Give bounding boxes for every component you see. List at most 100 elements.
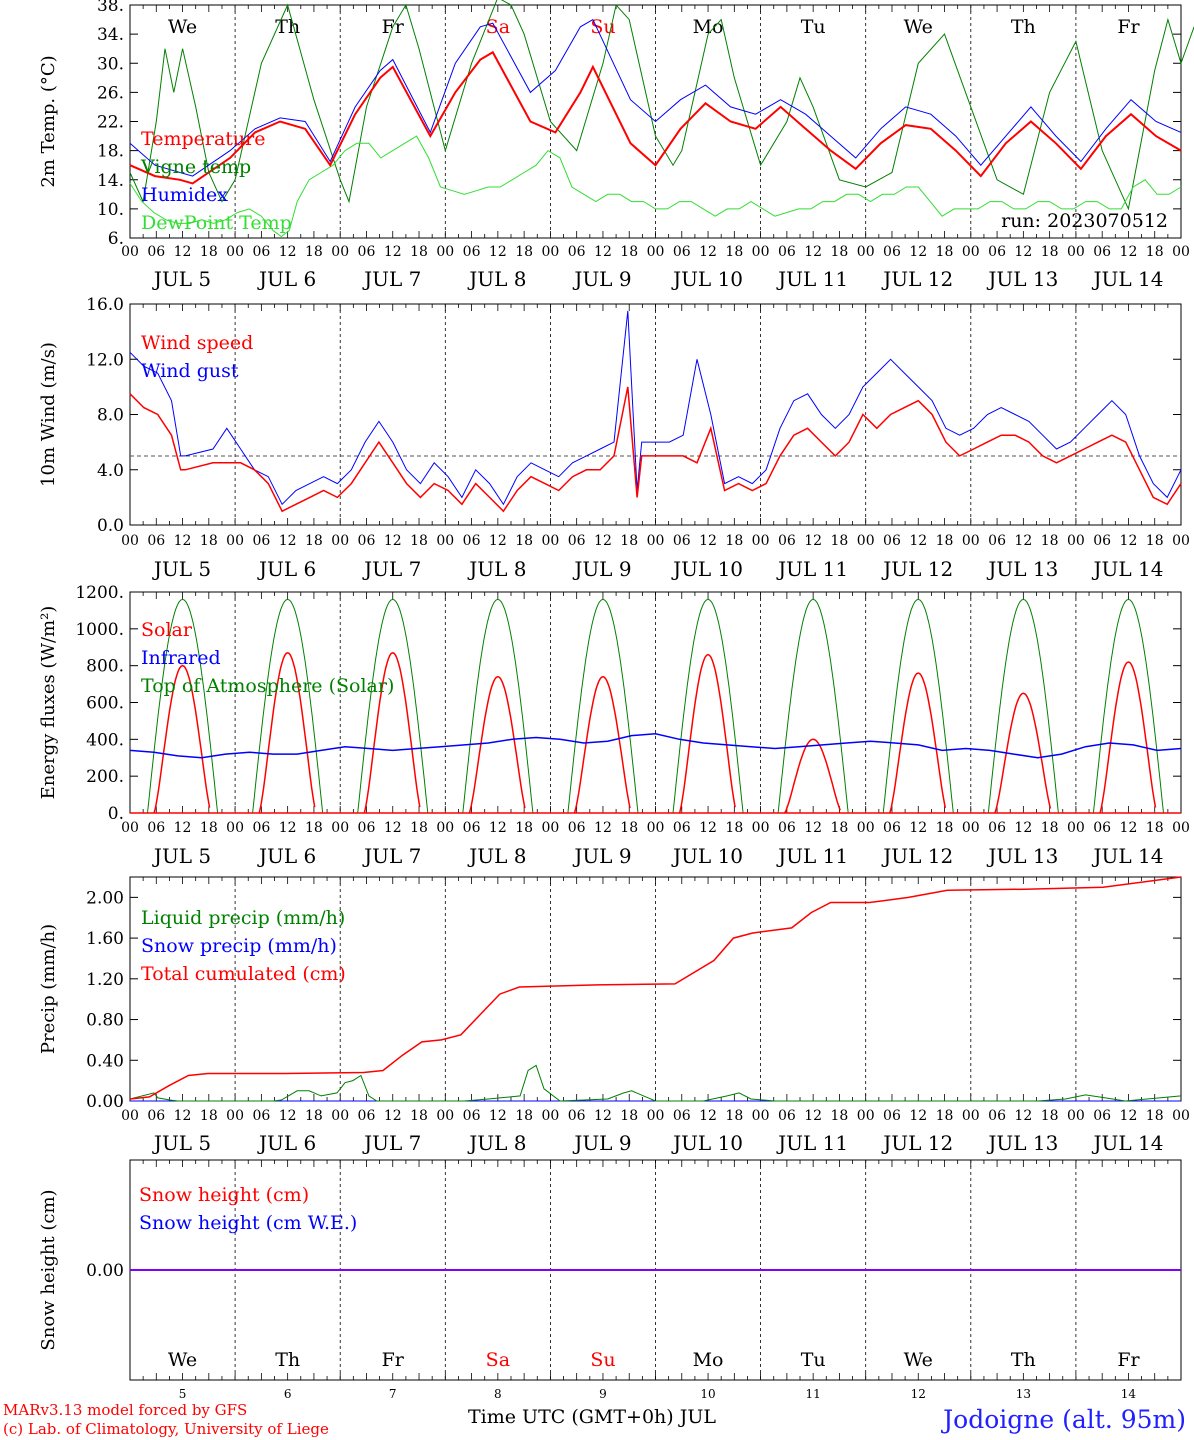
- hour-tick-label: 06: [883, 244, 901, 260]
- hour-tick-label: 18: [1041, 1108, 1059, 1124]
- hour-tick-label: 06: [358, 533, 376, 549]
- date-label: JUL 13: [986, 557, 1058, 581]
- toa-solar-curve: [987, 598, 1059, 814]
- day-name-label: Mo: [693, 16, 724, 38]
- toa-solar-curve: [777, 598, 849, 814]
- hour-tick-label: 06: [1093, 1108, 1111, 1124]
- hour-tick-label: 06: [252, 820, 270, 836]
- hour-tick-label: 06: [673, 533, 691, 549]
- hour-tick-label: 00: [226, 820, 244, 836]
- hour-tick-label: 18: [936, 533, 954, 549]
- y-tick-label: 6.: [108, 229, 124, 249]
- hour-tick-label: 00: [331, 244, 349, 260]
- hour-tick-label: 06: [988, 1108, 1006, 1124]
- date-label: JUL 7: [362, 557, 421, 581]
- footer-model: MARv3.13 model forced by GFS: [3, 1401, 247, 1419]
- legend-entry: Snow precip (mm/h): [141, 935, 337, 957]
- humidex-line: [129, 18, 1182, 177]
- hour-tick-label: 00: [541, 820, 559, 836]
- day-name-label: Sa: [486, 16, 510, 38]
- date-label: JUL 9: [572, 1131, 631, 1155]
- hour-tick-label: 12: [174, 244, 192, 260]
- hour-tick-label: 18: [200, 1108, 218, 1124]
- y-axis-3: 0. 200. 400. 600. 800. 1000. 1200. Energy fluxe…: [38, 583, 1181, 824]
- hour-tick-label: 12: [909, 820, 927, 836]
- hour-tick-label: 06: [883, 820, 901, 836]
- hour-tick-label: 18: [200, 820, 218, 836]
- hour-tick-label: 18: [515, 820, 533, 836]
- date-label: JUL 14: [1091, 557, 1163, 581]
- legend-entry: Liquid precip (mm/h): [141, 907, 345, 929]
- date-label: JUL 12: [881, 844, 953, 868]
- hour-tick-label: 06: [358, 1108, 376, 1124]
- hour-tick-label: 00: [1172, 820, 1190, 836]
- hour-tick-label: 00: [962, 1108, 980, 1124]
- hour-tick-label: 18: [620, 820, 638, 836]
- hour-tick-label: 06: [147, 1108, 165, 1124]
- y-axis-4: 0.00 0.40 0.80 1.20 1.60 2.00 Precip (mm/h): [38, 888, 1181, 1112]
- y-axis-label: 2m Temp. (°C): [38, 55, 59, 187]
- date-label: JUL 13: [986, 1131, 1058, 1155]
- hour-tick-label: 06: [673, 244, 691, 260]
- hour-tick-label: 00: [331, 533, 349, 549]
- day-number-label: 7: [389, 1387, 397, 1401]
- y-tick-label: 1.20: [86, 970, 124, 990]
- hour-tick-label: 00: [752, 820, 770, 836]
- y-tick-label: 30.: [97, 54, 124, 74]
- y-tick-label: 200.: [86, 767, 124, 787]
- hour-tick-label: 06: [1093, 533, 1111, 549]
- hour-tick-label: 18: [936, 820, 954, 836]
- hour-tick-label: 12: [489, 244, 507, 260]
- hour-tick-label: 12: [804, 244, 822, 260]
- date-label: JUL 11: [776, 557, 848, 581]
- vigne-temp-line: [129, 0, 1194, 211]
- station-name: Jodoigne (alt. 95m): [940, 1405, 1186, 1434]
- footer-credit: (c) Lab. of Climatology, University of L…: [3, 1420, 329, 1438]
- y-tick-label: 2.00: [86, 888, 124, 908]
- hour-tick-label: 18: [936, 1108, 954, 1124]
- day-name-label: Su: [590, 16, 615, 38]
- hour-tick-label: 06: [568, 533, 586, 549]
- hour-tick-label: 12: [489, 820, 507, 836]
- hour-tick-label: 06: [463, 820, 481, 836]
- hour-tick-label: 12: [384, 1108, 402, 1124]
- hour-tick-label: 12: [804, 820, 822, 836]
- date-label: JUL 9: [572, 557, 631, 581]
- y-axis-label: Energy fluxes (W/m²): [38, 606, 59, 800]
- hour-tick-label: 00: [121, 1108, 139, 1124]
- legend-5: Snow height (cm) Snow height (cm W.E.): [139, 1184, 357, 1234]
- y-tick-label: 400.: [86, 730, 124, 750]
- hour-tick-label: 06: [463, 244, 481, 260]
- date-label: JUL 6: [257, 267, 316, 291]
- y-tick-label: 10.: [97, 200, 124, 220]
- hour-tick-label: 18: [1041, 244, 1059, 260]
- legend-entry: DewPoint Temp: [141, 212, 292, 234]
- hour-tick-label: 12: [1120, 820, 1138, 836]
- toa-solar-curve: [882, 598, 954, 814]
- toa-solar-curve: [462, 598, 534, 814]
- panel-3-frame: [129, 591, 1182, 814]
- hour-tick-label: 12: [594, 533, 612, 549]
- day-name-label: We: [168, 1349, 197, 1371]
- hour-tick-label: 06: [1093, 820, 1111, 836]
- toa-solar-curve: [672, 598, 744, 814]
- hour-tick-label: 00: [1067, 533, 1085, 549]
- hour-tick-label: 00: [436, 820, 454, 836]
- hour-tick-label: 06: [358, 820, 376, 836]
- hour-tick-label: 12: [1014, 533, 1032, 549]
- date-label: JUL 13: [986, 267, 1058, 291]
- date-label: JUL 6: [257, 1131, 316, 1155]
- dewpoint-line: [129, 135, 1182, 238]
- hour-tick-label: 12: [279, 1108, 297, 1124]
- hour-tick-label: 00: [1172, 244, 1190, 260]
- legend-entry: Temperature: [141, 128, 265, 150]
- legend-4: Liquid precip (mm/h) Snow precip (mm/h) To…: [141, 907, 346, 985]
- day-name-label: Tu: [801, 16, 826, 38]
- hour-tick-label: 12: [174, 820, 192, 836]
- date-label: JUL 7: [362, 267, 421, 291]
- hour-tick-label: 06: [147, 244, 165, 260]
- hour-tick-label: 00: [857, 820, 875, 836]
- hour-tick-label: 00: [647, 820, 665, 836]
- hour-tick-label: 12: [1014, 244, 1032, 260]
- y-tick-label: 600.: [86, 694, 124, 714]
